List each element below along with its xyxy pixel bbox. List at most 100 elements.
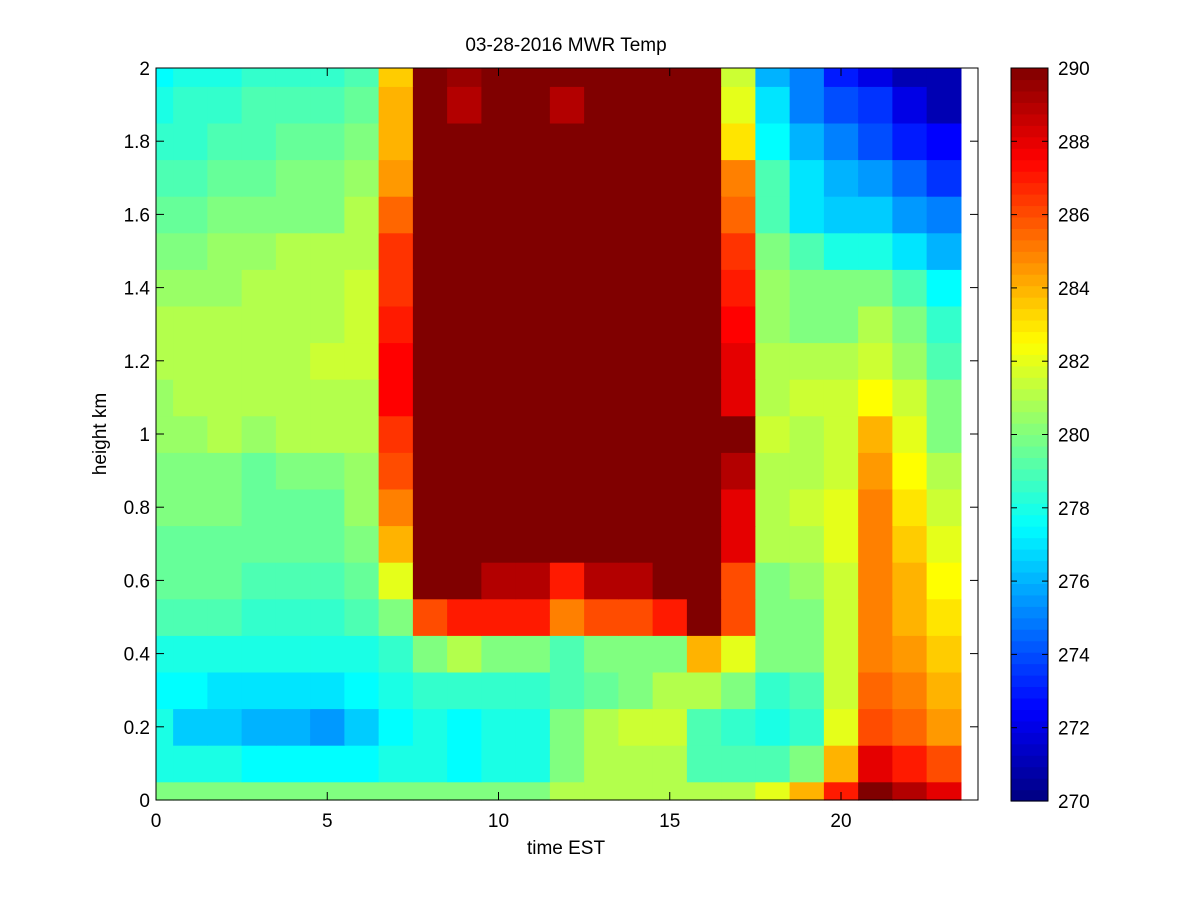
heatmap-cell — [892, 269, 928, 307]
heatmap-cell — [310, 452, 345, 490]
heatmap-cell — [378, 708, 414, 746]
heatmap-cell — [378, 415, 414, 453]
heatmap-cell — [652, 342, 688, 380]
heatmap-cell — [549, 122, 585, 161]
heatmap-cell — [447, 232, 482, 270]
colorbar-band — [1011, 400, 1048, 413]
heatmap-cell — [858, 488, 893, 527]
heatmap-cell — [481, 415, 517, 453]
heatmap-cell — [549, 342, 585, 380]
heatmap-cell — [275, 562, 311, 600]
heatmap-cell — [686, 452, 722, 490]
heatmap-cell — [652, 708, 688, 746]
heatmap-cell — [926, 598, 962, 636]
heatmap-cell — [378, 305, 414, 344]
heatmap-cell — [584, 68, 619, 87]
heatmap-cell — [892, 196, 928, 234]
heatmap-cell — [412, 488, 448, 527]
colorbar-band — [1011, 308, 1048, 321]
heatmap-cell — [275, 598, 311, 636]
heatmap-cell — [156, 342, 174, 380]
heatmap-cell — [789, 745, 825, 783]
heatmap-cell — [618, 562, 654, 600]
heatmap-cell — [515, 196, 551, 234]
heatmap-cell — [481, 122, 517, 161]
heatmap-cell — [618, 68, 654, 87]
colorbar-tick-label: 276 — [1058, 572, 1090, 593]
heatmap-cell — [858, 598, 893, 636]
colorbar-band — [1011, 377, 1048, 390]
heatmap-cell — [378, 196, 414, 234]
colorbar-band — [1011, 228, 1048, 241]
colorbar-band — [1011, 778, 1048, 791]
heatmap-cell — [344, 68, 380, 87]
heatmap-cell — [515, 269, 551, 307]
heatmap-cell — [447, 671, 482, 710]
heatmap-cell — [686, 745, 722, 783]
heatmap-cell — [207, 635, 243, 673]
heatmap-cell — [412, 269, 448, 307]
heatmap-cell — [652, 781, 688, 801]
heatmap-cell — [447, 86, 482, 124]
heatmap-cell — [207, 269, 243, 307]
heatmap-cell — [412, 745, 448, 783]
heatmap-cell — [344, 122, 380, 161]
heatmap-cell — [310, 196, 345, 234]
heatmap-cell — [686, 122, 722, 161]
heatmap-cell — [447, 781, 482, 801]
colorbar-band — [1011, 68, 1048, 81]
heatmap-cell — [584, 159, 619, 197]
colorbar-band — [1011, 251, 1048, 264]
heatmap-cell — [584, 305, 619, 344]
heatmap-cell — [892, 122, 928, 161]
heatmap-cell — [241, 562, 277, 600]
heatmap-cell — [515, 525, 551, 563]
heatmap-cell — [755, 415, 791, 453]
heatmap-cell — [858, 232, 893, 270]
heatmap-cell — [515, 159, 551, 197]
heatmap-cell — [755, 159, 791, 197]
heatmap-cell — [618, 232, 654, 270]
heatmap-cell — [515, 232, 551, 270]
heatmap-cell — [618, 269, 654, 307]
heatmap-cell — [241, 745, 277, 783]
heatmap-cell — [652, 159, 688, 197]
heatmap-cell — [618, 159, 654, 197]
heatmap-cell — [412, 415, 448, 453]
heatmap-cell — [344, 488, 380, 527]
y-tick-label: 0.6 — [124, 571, 150, 592]
heatmap-cell — [515, 671, 551, 710]
heatmap-cell — [721, 781, 756, 801]
heatmap-cell — [310, 342, 345, 380]
heatmap-cell — [549, 598, 585, 636]
heatmap-cell — [584, 781, 619, 801]
heatmap-cell — [344, 671, 380, 710]
heatmap-cell — [275, 232, 311, 270]
colorbar-band — [1011, 755, 1048, 768]
y-axis: 0 0.2 0.4 0.6 0.8 1 1.2 1.4 1.6 1.8 2 — [124, 59, 978, 812]
heatmap-cell — [275, 68, 311, 87]
heatmap-cell — [584, 525, 619, 563]
heatmap-cell — [584, 745, 619, 783]
heatmap-cell — [412, 598, 448, 636]
heatmap-cell — [447, 196, 482, 234]
heatmap-cell — [549, 671, 585, 710]
heatmap-cell — [275, 159, 311, 197]
heatmap-cell — [344, 232, 380, 270]
heatmap-cell — [275, 671, 311, 710]
heatmap-cell — [481, 232, 517, 270]
heatmap-cell — [755, 86, 791, 124]
heatmap-cell — [823, 86, 859, 124]
heatmap-cell — [858, 635, 893, 673]
colorbar-band — [1011, 686, 1048, 699]
heatmap-cell — [721, 159, 756, 197]
heatmap-cell — [549, 232, 585, 270]
colorbar-band — [1011, 468, 1048, 481]
heatmap-cell — [789, 635, 825, 673]
heatmap-cell — [173, 159, 208, 197]
heatmap-cell — [173, 598, 208, 636]
heatmap-cell — [721, 232, 756, 270]
heatmap-cell — [652, 745, 688, 783]
heatmap-cell — [755, 488, 791, 527]
heatmap-cell — [156, 122, 174, 161]
